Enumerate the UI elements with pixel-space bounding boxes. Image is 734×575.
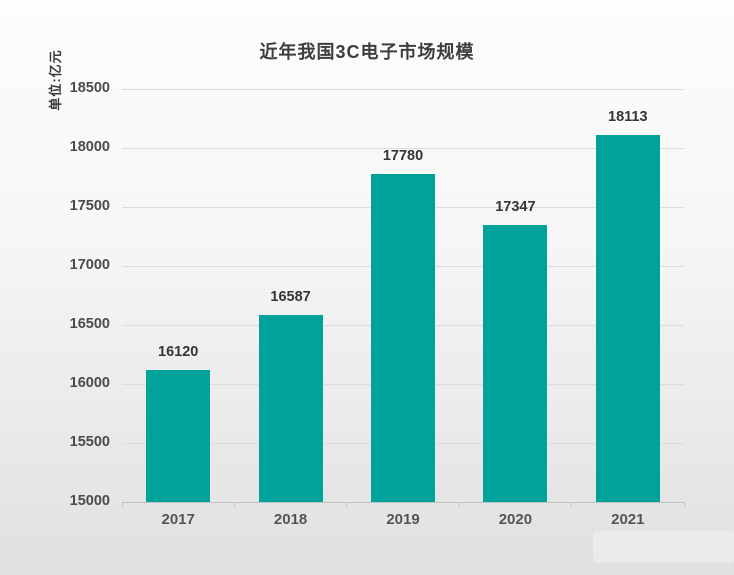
bar-2020 [483, 225, 548, 502]
bar-value-label: 17347 [495, 199, 536, 216]
x-axis-tick [346, 502, 348, 507]
gridline [122, 147, 684, 149]
x-axis-tick [683, 502, 685, 507]
bar-value-label: 16120 [158, 343, 199, 360]
y-tick-label: 18000 [69, 139, 110, 155]
y-tick-label: 16500 [69, 316, 110, 332]
x-axis-tick [458, 502, 460, 507]
y-tick-label: 15000 [69, 493, 110, 509]
bar-2021 [595, 134, 660, 502]
chart-title: 近年我国3C电子市场规模 [259, 42, 475, 62]
x-axis-line [122, 501, 684, 503]
y-tick-label: 15500 [69, 434, 110, 450]
x-axis-tick [233, 502, 235, 507]
x-axis-tick [571, 502, 573, 507]
y-tick-label: 17000 [69, 257, 110, 273]
x-axis-tick [121, 502, 123, 507]
x-tick-label: 2020 [498, 511, 533, 528]
y-tick-label: 18500 [69, 80, 110, 96]
watermark-remnant [593, 531, 734, 563]
bar-value-label: 16587 [270, 288, 311, 305]
bar-value-label: 18113 [608, 108, 648, 125]
x-tick-label: 2019 [386, 511, 420, 528]
bar-2017 [146, 369, 211, 502]
y-tick-label: 16000 [69, 375, 110, 391]
x-tick-label: 2021 [611, 511, 645, 528]
bar-2019 [371, 173, 435, 502]
bar-2018 [258, 314, 323, 502]
y-tick-label: 17500 [69, 198, 110, 214]
gridline [122, 88, 684, 90]
x-tick-label: 2018 [273, 511, 308, 528]
x-tick-label: 2017 [161, 511, 195, 528]
bar-value-label: 17780 [382, 147, 424, 164]
